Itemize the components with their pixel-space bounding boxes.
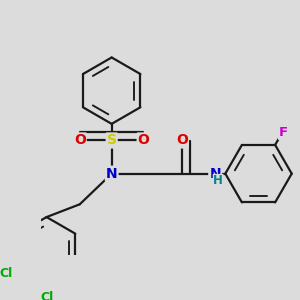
Text: S: S	[107, 134, 117, 148]
Text: Cl: Cl	[0, 267, 12, 280]
Text: N: N	[106, 167, 118, 181]
Text: Cl: Cl	[40, 291, 53, 300]
Text: O: O	[176, 134, 188, 148]
Text: F: F	[279, 126, 288, 139]
Text: O: O	[74, 134, 86, 148]
Text: N: N	[209, 167, 221, 181]
Text: H: H	[213, 174, 223, 187]
Text: O: O	[138, 134, 149, 148]
